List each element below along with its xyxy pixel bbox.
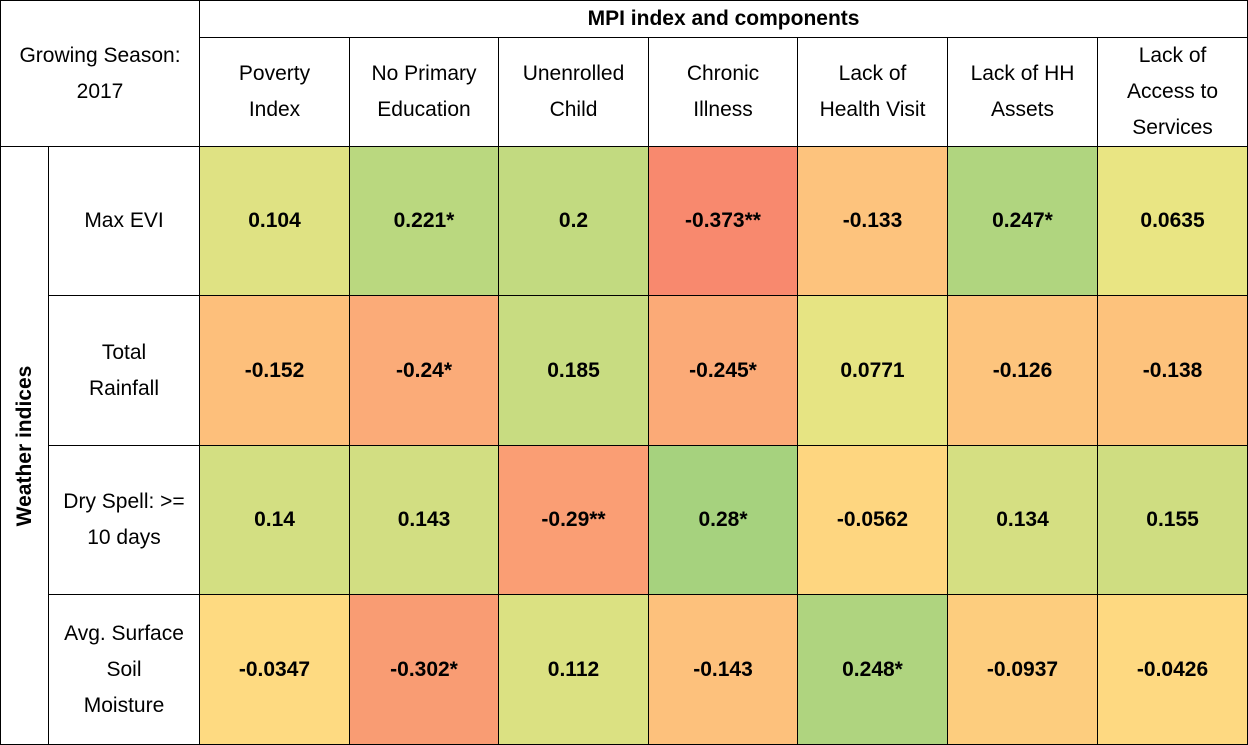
- heatmap-cell: 0.2: [498, 146, 649, 296]
- row-header: Max EVI: [48, 146, 200, 296]
- column-header-row: Poverty Index No Primary Education Unenr…: [1, 37, 1248, 147]
- column-header-text: Lack of Access to Services: [1127, 44, 1219, 139]
- column-group-label: MPI index and components: [198, 0, 1248, 38]
- heatmap-cell: -0.302*: [349, 594, 499, 745]
- heatmap-cell: 0.155: [1096, 445, 1248, 595]
- row-header-text: Total Rainfall: [88, 340, 160, 400]
- column-header-text: Lack of Health Visit: [819, 62, 926, 121]
- column-header-text: Poverty Index: [238, 62, 311, 121]
- heatmap-cell: 0.185: [498, 295, 649, 446]
- row-header-text: Avg. Surface Soil Moisture: [64, 621, 184, 717]
- column-header: No Primary Education: [349, 37, 499, 147]
- corner-label-text: Growing Season: 2017: [19, 43, 181, 103]
- heatmap-cell: -0.133: [797, 146, 948, 296]
- heatmap-cell: 0.0635: [1096, 146, 1248, 296]
- heatmap-cell: 0.221*: [349, 146, 499, 296]
- heatmap-cell: -0.0562: [797, 445, 948, 595]
- heatmap-cell: 0.247*: [947, 146, 1098, 296]
- heatmap-cell: -0.152: [199, 295, 350, 446]
- column-header: Unenrolled Child: [498, 37, 649, 147]
- heatmap-cell: -0.0426: [1096, 594, 1248, 745]
- heatmap-cell: 0.14: [199, 445, 350, 595]
- row-header-text: Max EVI: [84, 209, 164, 232]
- heatmap-cell: -0.126: [947, 295, 1098, 446]
- column-header-text: No Primary Education: [371, 62, 477, 121]
- heatmap-cell: 0.112: [498, 594, 649, 745]
- column-header: Lack of HH Assets: [947, 37, 1098, 147]
- column-header-text: Unenrolled Child: [522, 62, 625, 121]
- heatmap-cell: -0.373**: [648, 146, 798, 296]
- row-header: Avg. Surface Soil Moisture: [48, 594, 200, 745]
- column-header: Chronic Illness: [648, 37, 798, 147]
- heatmap-cell: 0.134: [947, 445, 1098, 595]
- heatmap-cell: -0.143: [648, 594, 798, 745]
- heatmap-body: Weather indices Max EVI 0.104 0.221* 0.2 -0.3…: [0, 146, 1248, 745]
- heatmap-cell: -0.0937: [947, 594, 1098, 745]
- column-header: Lack of Health Visit: [797, 37, 948, 147]
- heatmap-cell: 0.0771: [797, 295, 948, 446]
- row-header: Total Rainfall: [48, 295, 200, 446]
- column-header-text: Lack of HH Assets: [970, 62, 1075, 121]
- row-header-text: Dry Spell: >= 10 days: [63, 490, 185, 549]
- row-header: Dry Spell: >= 10 days: [48, 445, 200, 595]
- row-group-label: Weather indices: [0, 146, 49, 745]
- heatmap-cell: -0.138: [1096, 295, 1248, 446]
- row-group-label-text: Weather indices: [12, 365, 36, 526]
- corner-label: Growing Season: 2017: [0, 0, 200, 147]
- heatmap-row: Weather indices Max EVI 0.104 0.221* 0.2 -0.3…: [0, 146, 1248, 745]
- heatmap-cell: 0.104: [199, 146, 350, 296]
- column-header: Poverty Index: [199, 37, 350, 147]
- heatmap-row: Total Rainfall -0.152 -0.24* 0.185 -0.245* 0.…: [1, 295, 1248, 446]
- column-header-text: Chronic Illness: [686, 62, 760, 121]
- column-group-row: Growing Season: 2017 MPI index and compo…: [0, 0, 1248, 147]
- heatmap-cell: -0.24*: [349, 295, 499, 446]
- heatmap-cell: 0.248*: [797, 594, 948, 745]
- heatmap-cell: -0.245*: [648, 295, 798, 446]
- heatmap-row: Avg. Surface Soil Moisture -0.0347 -0.302*…: [1, 594, 1248, 745]
- heatmap-cell: 0.143: [349, 445, 499, 595]
- heatmap-cell: -0.29**: [498, 445, 649, 595]
- column-header: Lack of Access to Services: [1096, 37, 1248, 147]
- heatmap-cell: -0.0347: [199, 594, 350, 745]
- heatmap-cell: 0.28*: [648, 445, 798, 595]
- heatmap-row: Dry Spell: >= 10 days 0.14 0.143 -0.29** 0.2…: [1, 445, 1248, 595]
